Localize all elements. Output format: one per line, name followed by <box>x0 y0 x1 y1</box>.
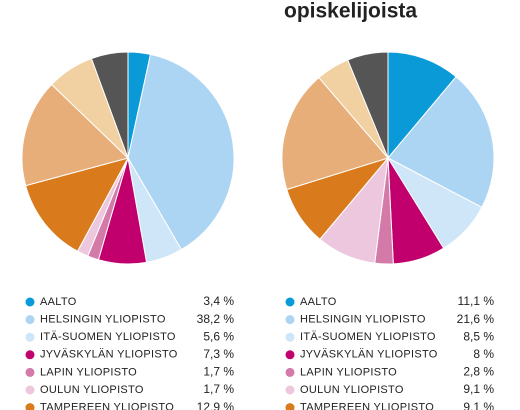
legend-swatch <box>25 297 35 307</box>
value-label: 9,1 % <box>463 382 494 396</box>
pie-slice <box>281 76 389 191</box>
legend-swatch <box>285 297 295 307</box>
pie-slice <box>387 76 495 208</box>
legend-label: JYVÄSKYLÄN YLIOPISTO <box>300 349 438 361</box>
pie-slice <box>127 53 235 251</box>
pie-slice <box>21 83 129 187</box>
value-label: 8,5 % <box>463 329 494 343</box>
pie-slice <box>25 157 129 252</box>
value-label: 3,4 % <box>203 294 234 308</box>
value-label: 38,2 % <box>197 312 235 326</box>
chart-title: opiskelijoista <box>284 0 417 23</box>
legend-label: ITÄ-SUOMEN YLIOPISTO <box>40 331 176 343</box>
value-label: 7,3 % <box>203 347 234 361</box>
legend-swatch <box>25 385 35 395</box>
value-label: 9,1 % <box>463 400 494 410</box>
legend-swatch <box>285 385 295 395</box>
value-label: 1,7 % <box>203 365 234 379</box>
legend-label: OULUN YLIOPISTO <box>300 384 404 396</box>
legend-label: ITÄ-SUOMEN YLIOPISTO <box>300 331 436 343</box>
legend-swatch <box>285 315 295 325</box>
legend-label: AALTO <box>300 296 337 308</box>
legend-swatch <box>285 367 295 377</box>
legend-label: AALTO <box>40 296 77 308</box>
value-label: 12,9 % <box>197 400 235 410</box>
legend-swatch <box>25 367 35 377</box>
value-label: 2,8 % <box>463 365 494 379</box>
legend-label: OULUN YLIOPISTO <box>40 384 144 396</box>
legend-swatch <box>25 350 35 360</box>
legend-swatch <box>285 332 295 342</box>
legend-label: JYVÄSKYLÄN YLIOPISTO <box>40 349 178 361</box>
legend-swatch <box>25 403 35 410</box>
value-label: 11,1 % <box>458 294 495 308</box>
pie-slice <box>347 51 389 159</box>
pie-slice <box>90 51 129 159</box>
legend-swatch <box>285 350 295 360</box>
legend-swatch <box>25 332 35 342</box>
legend-label: TAMPEREEN YLIOPISTO <box>40 402 174 410</box>
value-label: 1,7 % <box>203 382 234 396</box>
legend-swatch <box>25 315 35 325</box>
legend-label: HELSINGIN YLIOPISTO <box>300 314 426 326</box>
value-label: 21,6 % <box>457 312 495 326</box>
value-label: 5,6 % <box>203 329 234 343</box>
pie-slice <box>387 51 457 160</box>
legend-label: LAPIN YLIOPISTO <box>300 366 397 378</box>
legend-label: LAPIN YLIOPISTO <box>40 366 137 378</box>
legend-label: TAMPEREEN YLIOPISTO <box>300 402 434 410</box>
value-label: 8 % <box>473 347 494 361</box>
legend-label: HELSINGIN YLIOPISTO <box>40 314 166 326</box>
legend-swatch <box>285 403 295 410</box>
